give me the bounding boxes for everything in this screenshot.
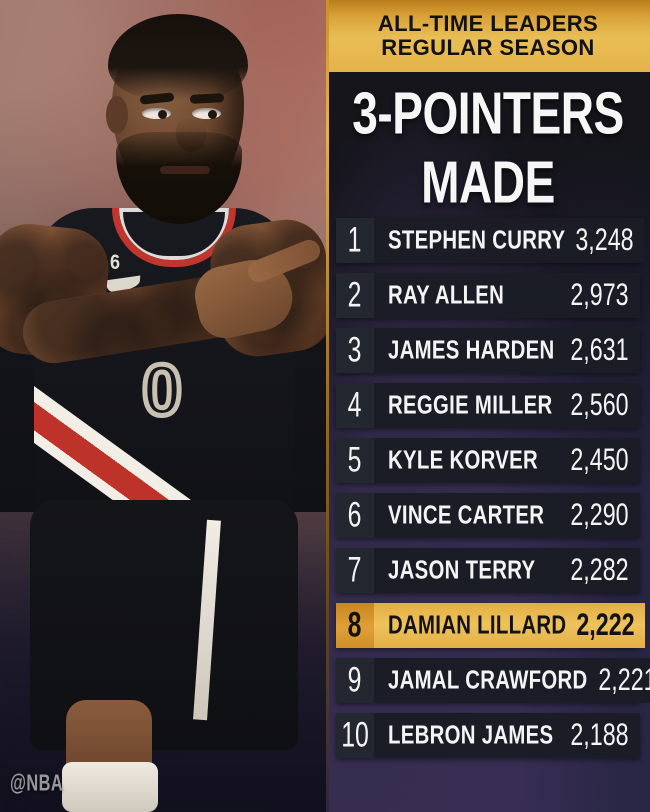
table-row: 3 JAMES HARDEN 2,631 — [336, 328, 640, 373]
row-body: RAY ALLEN 2,973 — [374, 273, 640, 318]
table-row: 4 REGGIE MILLER 2,560 — [336, 383, 640, 428]
row-rank-label: 7 — [348, 550, 362, 590]
row-rank: 7 — [336, 548, 374, 593]
table-row: 1 STEPHEN CURRY 3,248 — [336, 218, 645, 263]
row-value: 2,560 — [570, 387, 629, 423]
row-body: KYLE KORVER 2,450 — [374, 438, 640, 483]
row-value: 2,221 — [598, 662, 650, 698]
eyebrow-right — [189, 93, 225, 104]
table-row: 10 LEBRON JAMES 2,188 — [336, 713, 640, 758]
table-row: 8 DAMIAN LILLARD 2,222 — [336, 603, 646, 648]
row-player-name: STEPHEN CURRY — [388, 225, 566, 254]
player-figure: 6 ORTLAND 0 — [0, 14, 326, 812]
panel-header: ALL-TIME LEADERS REGULAR SEASON — [326, 0, 650, 72]
nba-watermark: @NBA — [10, 771, 64, 797]
row-rank-label: 6 — [348, 495, 362, 535]
row-rank-label: 8 — [348, 605, 362, 645]
ear — [106, 96, 128, 134]
row-rank-label: 9 — [348, 660, 362, 700]
row-rank: 8 — [336, 603, 374, 648]
row-rank: 2 — [336, 273, 374, 318]
eye-left — [142, 108, 171, 119]
row-value: 2,973 — [570, 277, 629, 313]
row-rank-label: 3 — [348, 330, 362, 370]
row-value: 2,282 — [570, 552, 629, 588]
pupil — [208, 110, 217, 119]
row-rank-label: 1 — [348, 220, 362, 260]
header-line-1: ALL-TIME LEADERS — [377, 11, 599, 37]
row-body: JASON TERRY 2,282 — [374, 548, 640, 593]
table-row: 7 JASON TERRY 2,282 — [336, 548, 640, 593]
row-player-name: KYLE KORVER — [388, 445, 538, 474]
row-rank-label: 4 — [348, 385, 362, 425]
row-body: JAMAL CRAWFORD 2,221 — [374, 658, 650, 703]
row-rank: 4 — [336, 383, 374, 428]
leaderboard-list: 1 STEPHEN CURRY 3,248 2 RAY ALLEN 2,973 3 JAMES… — [336, 218, 650, 768]
row-rank-label: 5 — [348, 440, 362, 480]
row-value: 2,450 — [570, 442, 629, 478]
row-rank-label: 2 — [348, 275, 362, 315]
row-value: 2,631 — [570, 332, 629, 368]
row-rank: 1 — [336, 218, 374, 263]
row-player-name: JAMAL CRAWFORD — [388, 665, 588, 694]
row-player-name: RAY ALLEN — [388, 280, 505, 309]
player-photo: 6 ORTLAND 0 @NB — [0, 0, 326, 812]
mouth — [160, 166, 210, 174]
table-row: 9 JAMAL CRAWFORD 2,221 — [336, 658, 650, 703]
sock — [62, 762, 158, 812]
row-value: 3,248 — [575, 222, 634, 258]
row-rank: 5 — [336, 438, 374, 483]
panel-gold-edge — [326, 0, 329, 812]
page-title: 3-POINTERS MADE — [352, 79, 624, 216]
row-body: DAMIAN LILLARD 2,222 — [374, 603, 646, 648]
row-player-name: LEBRON JAMES — [388, 720, 554, 749]
row-rank: 3 — [336, 328, 374, 373]
row-rank: 6 — [336, 493, 374, 538]
row-body: VINCE CARTER 2,290 — [374, 493, 640, 538]
row-rank-label: 10 — [341, 715, 369, 755]
table-row: 5 KYLE KORVER 2,450 — [336, 438, 640, 483]
row-value: 2,290 — [570, 497, 629, 533]
header-line-2: REGULAR SEASON — [381, 35, 595, 60]
leaderboard-panel: ALL-TIME LEADERS REGULAR SEASON 3-POINTE… — [326, 0, 650, 812]
row-player-name: DAMIAN LILLARD — [388, 610, 567, 639]
row-player-name: JAMES HARDEN — [388, 335, 555, 364]
jersey-number: 0 — [139, 349, 184, 434]
row-rank: 9 — [336, 658, 374, 703]
row-player-name: VINCE CARTER — [388, 500, 545, 529]
row-body: REGGIE MILLER 2,560 — [374, 383, 640, 428]
row-rank: 10 — [336, 713, 374, 758]
row-body: JAMES HARDEN 2,631 — [374, 328, 640, 373]
hair — [108, 14, 248, 100]
row-body: LEBRON JAMES 2,188 — [374, 713, 640, 758]
row-player-name: JASON TERRY — [388, 555, 536, 584]
row-value: 2,188 — [570, 717, 629, 753]
table-row: 6 VINCE CARTER 2,290 — [336, 493, 640, 538]
row-value: 2,222 — [576, 607, 635, 643]
row-body: STEPHEN CURRY 3,248 — [374, 218, 645, 263]
eye-right — [192, 108, 221, 119]
table-row: 2 RAY ALLEN 2,973 — [336, 273, 640, 318]
pupil — [158, 110, 167, 119]
row-player-name: REGGIE MILLER — [388, 390, 553, 419]
jersey-memorial-patch-icon: 6 — [110, 249, 121, 274]
